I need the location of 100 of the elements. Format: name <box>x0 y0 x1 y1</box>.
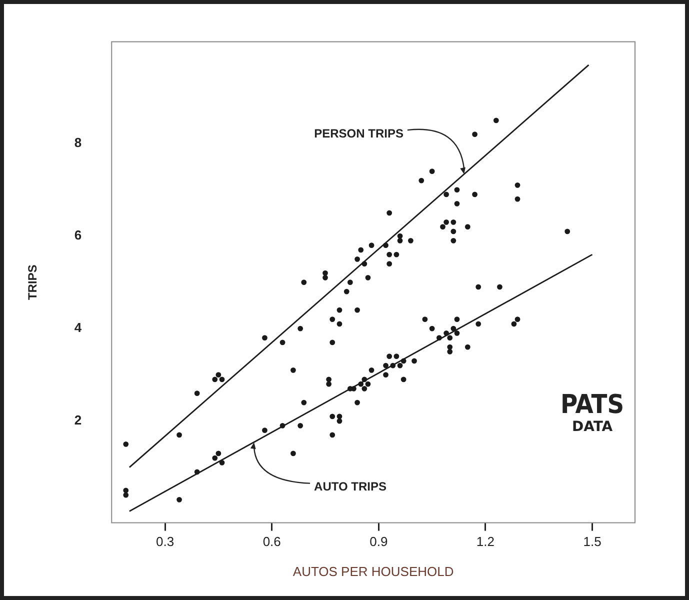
point <box>514 182 520 188</box>
point <box>280 340 286 346</box>
point <box>472 192 478 198</box>
point <box>383 362 388 368</box>
y-axis-title: TRIPS <box>26 264 40 300</box>
annotation: PATS DATA <box>560 390 624 435</box>
point <box>493 118 499 124</box>
point <box>444 219 449 225</box>
point <box>330 414 336 420</box>
point <box>454 330 460 336</box>
point <box>298 422 304 428</box>
point <box>394 354 400 359</box>
point <box>298 326 304 332</box>
point <box>383 242 388 248</box>
point <box>511 321 517 327</box>
point <box>447 344 453 350</box>
point <box>176 496 182 502</box>
point <box>497 284 502 290</box>
point <box>219 376 225 382</box>
point <box>444 330 449 336</box>
point <box>386 252 392 258</box>
point <box>397 233 403 239</box>
point <box>336 418 342 424</box>
point <box>336 321 342 327</box>
point <box>362 386 368 392</box>
point <box>450 228 456 234</box>
x-tick-label: 0.9 <box>370 534 388 550</box>
point <box>464 224 470 230</box>
point <box>194 469 200 475</box>
point <box>330 432 336 438</box>
point <box>454 316 460 322</box>
point <box>397 362 403 368</box>
point <box>394 252 400 258</box>
point <box>447 335 453 340</box>
x-tick-label: 0.3 <box>156 534 174 550</box>
point <box>362 376 368 382</box>
point <box>194 390 200 396</box>
point <box>354 256 360 262</box>
x-axis-title: AUTOS PER HOUSEHOLD <box>292 564 454 579</box>
point <box>400 358 406 364</box>
point <box>386 261 392 266</box>
point <box>290 367 296 373</box>
point <box>450 238 456 244</box>
y-tick-label: 2 <box>74 412 82 428</box>
point <box>368 367 374 373</box>
point <box>429 168 435 174</box>
point <box>280 422 286 428</box>
point <box>390 362 396 368</box>
point <box>418 178 424 184</box>
point <box>123 441 129 447</box>
point <box>354 400 360 406</box>
point <box>212 455 218 461</box>
point <box>368 242 374 248</box>
x-tick-label: 0.6 <box>262 534 281 550</box>
point <box>514 196 520 202</box>
point <box>330 340 336 346</box>
point <box>322 270 328 276</box>
point <box>454 200 460 206</box>
point <box>429 326 435 332</box>
point <box>301 280 307 285</box>
point <box>301 400 307 406</box>
point <box>454 187 460 192</box>
point <box>290 450 296 456</box>
point <box>514 316 520 322</box>
point <box>362 261 368 266</box>
point <box>322 274 328 280</box>
point <box>386 210 392 216</box>
point <box>358 381 364 387</box>
point <box>397 238 403 244</box>
point <box>400 376 406 382</box>
point <box>326 376 332 382</box>
y-tick-label: 8 <box>74 135 82 150</box>
point <box>564 228 570 234</box>
point <box>476 284 482 290</box>
annotation: PERSON TRIPS <box>314 126 404 140</box>
x-tick-label: 1.5 <box>583 534 602 550</box>
point <box>450 326 456 332</box>
point <box>262 428 268 433</box>
point <box>347 280 353 285</box>
point <box>123 492 129 498</box>
point <box>262 335 268 340</box>
point <box>365 381 371 387</box>
point <box>436 335 442 340</box>
y-tick-label: 4 <box>74 320 82 336</box>
point <box>336 307 342 313</box>
point <box>344 288 350 294</box>
point <box>358 247 364 253</box>
point <box>123 488 129 494</box>
point <box>212 376 218 382</box>
annotation: AUTO TRIPS <box>314 480 386 494</box>
point <box>330 316 336 322</box>
point <box>464 344 470 350</box>
point <box>386 354 392 359</box>
point <box>365 274 371 280</box>
point <box>422 316 428 322</box>
x-tick-label: 1.2 <box>476 534 495 550</box>
point <box>216 450 222 456</box>
point <box>440 224 446 230</box>
point <box>354 307 360 313</box>
point <box>176 432 182 438</box>
